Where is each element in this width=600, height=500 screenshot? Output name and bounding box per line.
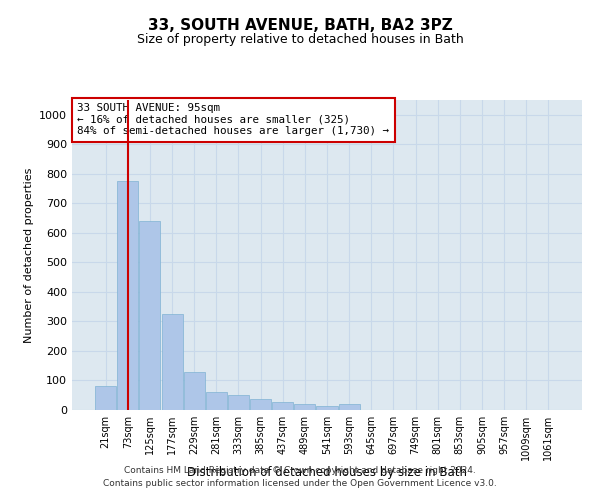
Bar <box>184 372 205 410</box>
Text: 33, SOUTH AVENUE, BATH, BA2 3PZ: 33, SOUTH AVENUE, BATH, BA2 3PZ <box>148 18 452 32</box>
X-axis label: Distribution of detached houses by size in Bath: Distribution of detached houses by size … <box>187 466 467 478</box>
Bar <box>272 402 293 410</box>
Text: Contains HM Land Registry data © Crown copyright and database right 2024.
Contai: Contains HM Land Registry data © Crown c… <box>103 466 497 487</box>
Bar <box>338 404 359 410</box>
Bar <box>139 221 160 410</box>
Bar <box>250 399 271 410</box>
Text: Size of property relative to detached houses in Bath: Size of property relative to detached ho… <box>137 32 463 46</box>
Text: 33 SOUTH AVENUE: 95sqm
← 16% of detached houses are smaller (325)
84% of semi-de: 33 SOUTH AVENUE: 95sqm ← 16% of detached… <box>77 103 389 136</box>
Y-axis label: Number of detached properties: Number of detached properties <box>23 168 34 342</box>
Bar <box>228 395 249 410</box>
Bar <box>118 181 139 410</box>
Bar <box>161 314 182 410</box>
Bar <box>95 386 116 410</box>
Bar <box>295 404 316 410</box>
Bar <box>316 406 338 410</box>
Bar <box>206 392 227 410</box>
